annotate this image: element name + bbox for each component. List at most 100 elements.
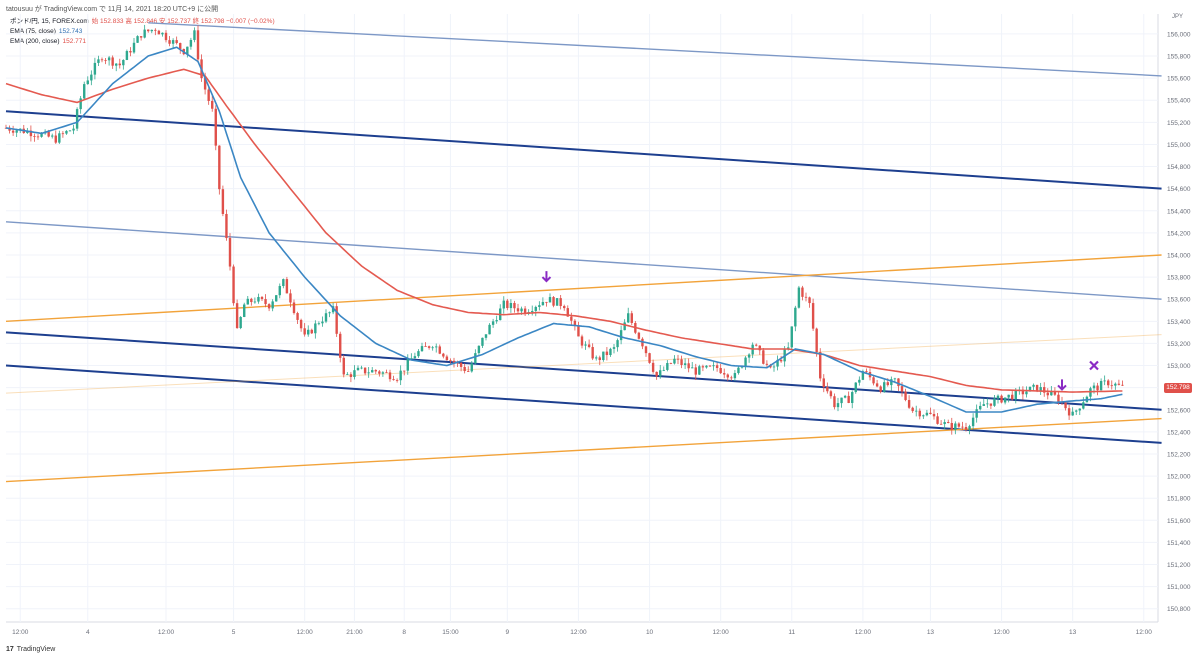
candle-body [954, 423, 957, 430]
candle-body [893, 378, 897, 380]
candle-body [1114, 383, 1117, 386]
candle-body [900, 386, 904, 392]
y-tick-label: 151,200 [1167, 562, 1191, 569]
candle-body [851, 392, 854, 403]
candle-body [353, 370, 356, 377]
candle-body [644, 346, 648, 354]
candle-body [1092, 385, 1096, 389]
candle-body [538, 305, 541, 307]
candle-body [459, 362, 463, 367]
candle-body [125, 51, 129, 60]
candle-body [947, 422, 950, 423]
candle-body [623, 322, 626, 331]
candle-body [555, 298, 559, 306]
candle-body [1078, 408, 1081, 411]
candle-body [189, 39, 193, 47]
candle-body [719, 367, 722, 374]
candle-body [655, 371, 658, 377]
candle-body [47, 131, 50, 137]
candle-body [107, 57, 111, 61]
y-tick-label: 154,800 [1167, 164, 1191, 171]
candle-body [577, 325, 580, 337]
candle-body [296, 313, 299, 320]
legend-symbol[interactable]: ポンド/円, 15, FOREX.com 始 152.833 高 152.846 … [10, 18, 275, 25]
candle-body [676, 358, 680, 360]
candle-body [381, 372, 385, 374]
candle-body [776, 359, 779, 367]
candle-body [317, 323, 321, 325]
candle-body [925, 412, 929, 416]
candle-body [932, 414, 936, 417]
candle-body [883, 382, 886, 392]
candle-body [872, 377, 875, 384]
x-tick-label: 12:00 [570, 629, 587, 636]
candle-body [1089, 388, 1092, 397]
candle-body [516, 308, 520, 312]
candle-body [193, 30, 196, 40]
currency-label: JPY [1172, 14, 1184, 20]
candle-body [886, 382, 889, 386]
candle-body [40, 133, 43, 137]
candle-body [563, 306, 566, 309]
candle-body [403, 370, 406, 372]
candle-body [264, 299, 267, 305]
legend-ema75[interactable]: EMA (75, close) 152.743 [10, 28, 83, 35]
candle-body [609, 348, 612, 356]
candle-body [819, 352, 822, 379]
candle-body [566, 308, 569, 317]
candle-body [659, 370, 662, 377]
candle-body [1050, 391, 1053, 396]
candle-body [491, 321, 495, 325]
candle-body [349, 374, 353, 377]
candle-body [1028, 386, 1032, 392]
y-tick-label: 153,200 [1167, 341, 1191, 348]
y-tick-label: 152,200 [1167, 451, 1191, 458]
candle-body [438, 346, 441, 354]
candle-body [371, 370, 374, 373]
legend-ema200[interactable]: EMA (200, close) 152.771 [10, 38, 86, 45]
candle-body [790, 326, 793, 348]
candle-body [612, 347, 616, 349]
publish-info: tatousuu が TradingView.com で 11月 14, 202… [6, 6, 219, 13]
candle-body [1064, 402, 1067, 409]
candle-body [410, 358, 413, 360]
trend-line-support_faint [5, 334, 1162, 394]
candle-body [367, 372, 370, 374]
candle-body [1067, 408, 1071, 416]
candle-body [1082, 402, 1085, 409]
candle-body [964, 426, 968, 430]
candle-body [115, 63, 118, 66]
candle-body [587, 344, 591, 348]
candle-body [356, 367, 360, 371]
y-tick-label: 151,400 [1167, 540, 1191, 547]
candle-body [637, 332, 641, 339]
y-tick-label: 156,000 [1167, 31, 1191, 38]
candle-body [843, 395, 847, 398]
candle-body [58, 133, 61, 143]
candle-body [1096, 385, 1099, 391]
candle-body [150, 29, 153, 32]
candle-body [363, 367, 367, 374]
candle-body [435, 346, 438, 348]
candle-body [595, 357, 598, 359]
cross-marker [1089, 360, 1099, 371]
candle-body [168, 40, 171, 44]
candle-body [1071, 411, 1074, 416]
candle-body [666, 363, 669, 370]
x-tick-label: 12:00 [12, 629, 29, 636]
y-tick-label: 154,600 [1167, 186, 1191, 193]
candle-body [143, 29, 146, 38]
candle-body [61, 133, 65, 135]
candle-body [303, 328, 306, 335]
trend-line-dark [5, 364, 1162, 444]
candle-body [1000, 395, 1003, 403]
candle-body [83, 84, 86, 99]
candle-body [797, 287, 801, 308]
candle-body [811, 303, 815, 329]
candle-body [1110, 385, 1113, 387]
candle-body [1025, 391, 1028, 395]
x-tick-label: 12:00 [855, 629, 872, 636]
candle-body [712, 365, 715, 367]
y-tick-label: 155,800 [1167, 54, 1191, 61]
